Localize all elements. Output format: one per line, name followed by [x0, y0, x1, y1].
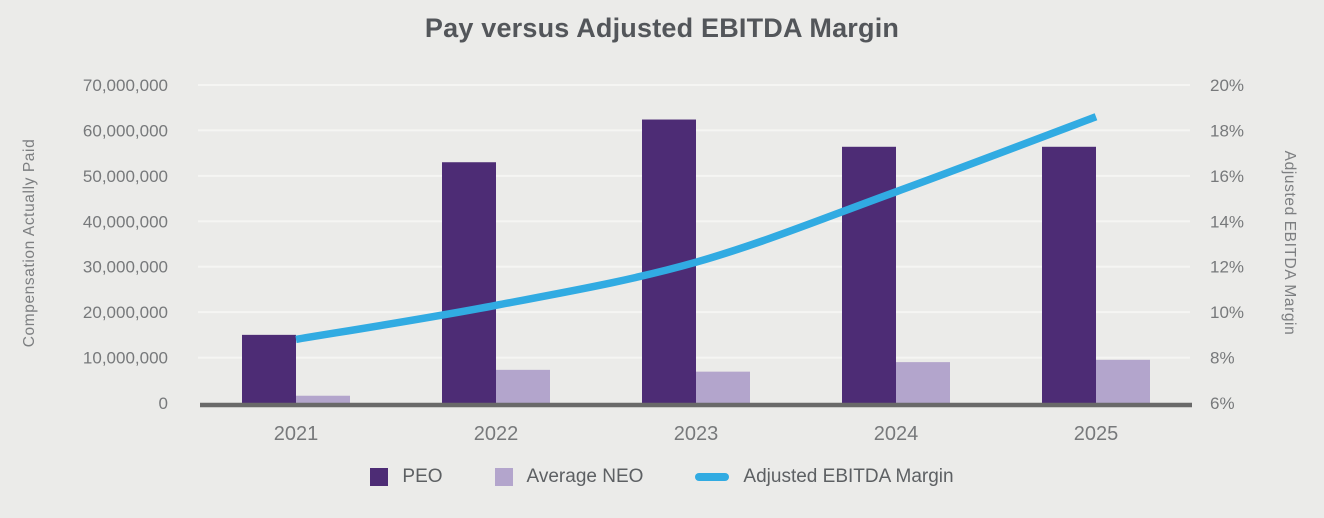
x-axis-label-2022: 2022	[474, 423, 519, 445]
legend-label-average-neo: Average NEO	[526, 466, 644, 487]
x-axis-label-2024: 2024	[874, 423, 919, 445]
legend-label-peo: PEO	[402, 466, 443, 487]
line-adjusted-ebitda-margin	[295, 113, 1098, 344]
legend-swatch-peo	[370, 468, 389, 486]
bar-average-neo-2023	[696, 371, 750, 403]
right-axis-tick-label: 8%	[1210, 349, 1235, 368]
left-axis-tick-label: 20,000,000	[83, 303, 168, 322]
bar-peo-2022	[442, 162, 496, 403]
left-axis-tick-label: 0	[159, 394, 168, 413]
right-axis-tick-label: 6%	[1210, 394, 1235, 413]
right-axis-tick-label: 18%	[1210, 121, 1244, 140]
left-axis-tick-label: 50,000,000	[83, 167, 168, 186]
right-axis-tick-label: 16%	[1210, 167, 1244, 186]
x-axis-label-2021: 2021	[274, 423, 319, 445]
bar-average-neo-2021	[296, 395, 350, 403]
bar-peo-2025	[1042, 146, 1096, 404]
bar-average-neo-2025	[1096, 359, 1150, 403]
right-axis-tick-label: 14%	[1210, 212, 1244, 231]
x-axis-label-2023: 2023	[674, 423, 719, 445]
bar-average-neo-2024	[896, 362, 950, 403]
bar-average-neo-2022	[496, 369, 550, 403]
legend-item-adjusted-ebitda-margin: Adjusted EBITDA Margin	[695, 466, 954, 488]
left-axis-tick-label: 30,000,000	[83, 258, 168, 277]
right-axis-tick-label: 10%	[1210, 303, 1244, 322]
chart-title: Pay versus Adjusted EBITDA Margin	[424, 13, 900, 43]
legend-item-average-neo: Average NEO	[494, 466, 644, 488]
bar-peo-2021	[242, 334, 296, 403]
right-axis-tick-label: 12%	[1210, 258, 1244, 277]
legend-swatch-average-neo	[494, 468, 513, 486]
legend: PEO Average NEO Adjusted EBITDA Margin	[0, 466, 1324, 488]
legend-label-adjusted-ebitda-margin: Adjusted EBITDA Margin	[743, 466, 954, 487]
legend-swatch-adjusted-ebitda-margin	[695, 473, 730, 481]
bar-peo-2024	[842, 146, 896, 404]
left-axis-tick-label: 70,000,000	[83, 76, 168, 95]
x-axis-label-2025: 2025	[1074, 423, 1119, 445]
left-axis-tick-label: 60,000,000	[83, 121, 168, 140]
left-axis-tick-label: 10,000,000	[83, 349, 168, 368]
left-axis-tick-label: 40,000,000	[83, 212, 168, 231]
right-axis-tick-label: 20%	[1210, 76, 1244, 95]
legend-item-peo: PEO	[370, 466, 443, 488]
